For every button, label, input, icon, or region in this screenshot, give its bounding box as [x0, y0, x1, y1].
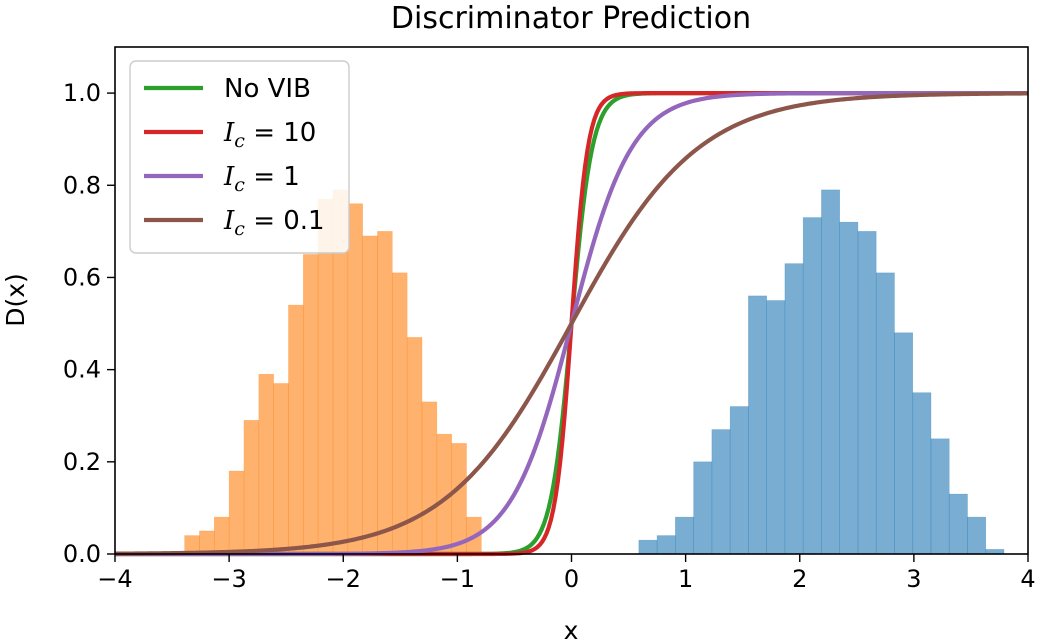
x-tick-label: 3	[906, 565, 921, 593]
hist-bar-orange	[303, 254, 319, 555]
hist-bar-blue	[711, 429, 731, 555]
hist-bar-blue	[857, 231, 877, 555]
y-tick-label: 0.8	[63, 171, 101, 199]
hist-bar-blue	[967, 516, 987, 555]
hist-bar-blue	[839, 221, 859, 555]
chart-title: Discriminator Prediction	[391, 1, 751, 36]
hist-bar-orange	[392, 272, 408, 555]
y-axis-label: D(x)	[1, 273, 30, 327]
hist-bar-blue	[894, 332, 914, 555]
hist-bar-blue	[948, 493, 968, 555]
hist-bar-blue	[675, 516, 694, 555]
hist-bar-orange	[377, 231, 393, 555]
legend-label: Ic = 1	[223, 162, 300, 196]
hist-bar-blue	[912, 392, 932, 555]
legend-label: No VIB	[224, 74, 311, 104]
hist-bar-blue	[875, 272, 895, 555]
hist-bar-blue	[821, 189, 840, 555]
y-tick-label: 0.6	[63, 263, 101, 291]
hist-bar-orange	[362, 235, 378, 555]
hist-bar-blue	[656, 535, 676, 555]
hist-bar-orange	[421, 401, 438, 555]
hist-bar-blue	[748, 295, 767, 555]
hist-bar-blue	[802, 217, 822, 555]
hist-bar-blue	[638, 539, 658, 555]
hist-bar-blue	[930, 438, 950, 555]
y-tick-label: 1.0	[63, 79, 101, 107]
hist-bar-orange	[243, 420, 260, 555]
legend-label: Ic = 10	[223, 118, 316, 152]
hist-bar-orange	[213, 516, 230, 555]
x-tick-label: −3	[211, 565, 246, 593]
hist-bar-orange	[228, 470, 245, 555]
hist-bar-blue	[766, 300, 786, 555]
legend: No VIB Ic = 10 Ic = 1 Ic = 0.1	[129, 60, 350, 254]
x-tick-label: 0	[564, 565, 579, 593]
series-line-3	[114, 91, 1029, 556]
hist-bar-orange	[347, 203, 363, 555]
tick-layer: −4 −3 −2 −1 0 1 2 3 4 0.0 0.2 0.4 0.6 0.8 1.0	[63, 79, 1036, 593]
hist-bar-blue	[784, 263, 804, 555]
x-axis-label: x	[564, 616, 579, 641]
hist-bar-orange	[288, 304, 304, 555]
y-tick-label: 0.0	[63, 540, 101, 568]
x-tick-label: −4	[97, 565, 132, 593]
x-tick-label: 4	[1020, 565, 1035, 593]
x-tick-label: −2	[326, 565, 361, 593]
y-tick-label: 0.4	[63, 356, 101, 384]
hist-bar-orange	[451, 443, 467, 555]
histogram-layer	[184, 189, 1005, 555]
hist-bar-orange	[273, 383, 289, 555]
hist-bar-blue	[693, 461, 713, 555]
hist-bar-orange	[258, 373, 274, 555]
legend-label: Ic = 0.1	[223, 206, 325, 240]
x-tick-label: 1	[678, 565, 693, 593]
x-tick-label: −1	[440, 565, 475, 593]
y-tick-label: 0.2	[63, 448, 101, 476]
legend-box	[129, 60, 350, 254]
hist-bar-blue	[729, 406, 749, 555]
x-tick-label: 2	[792, 565, 807, 593]
